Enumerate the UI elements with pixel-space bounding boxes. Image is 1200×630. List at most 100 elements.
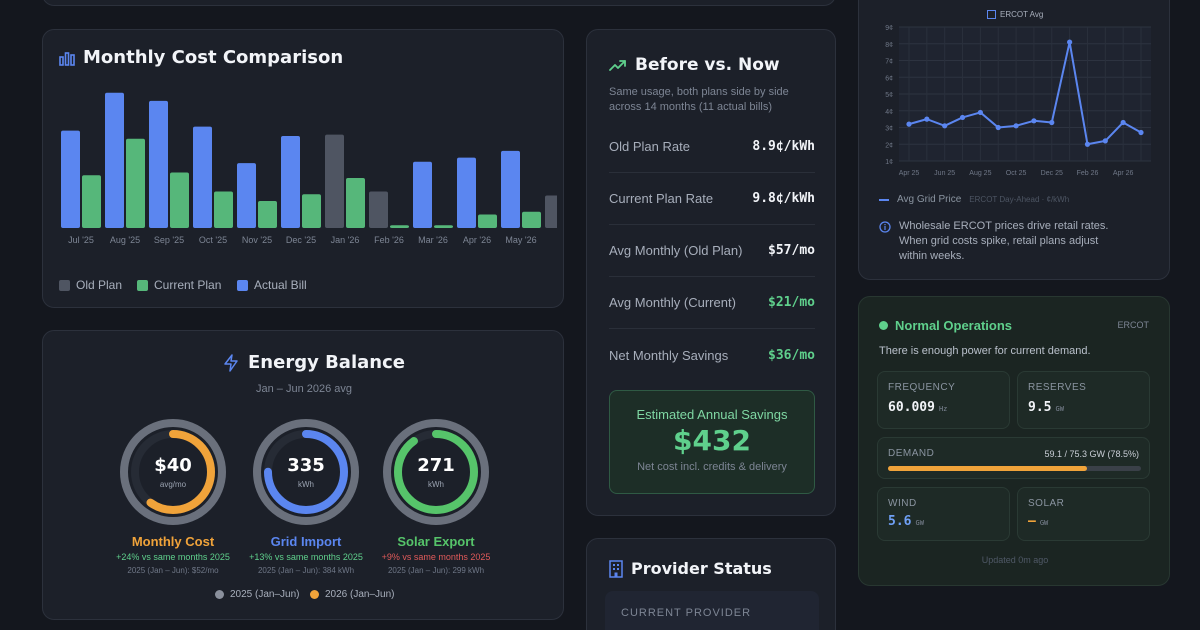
ercot-legend-bottom: Avg Grid Price ERCOT Day-Ahead · ¢/kWh: [879, 194, 1069, 205]
bar-actual-bill: [281, 136, 300, 228]
current-provider-box: CURRENT PROVIDER: [605, 591, 819, 630]
provider-status-card: Provider Status CURRENT PROVIDER: [586, 538, 836, 630]
y-tick-label: 8¢: [885, 42, 893, 49]
bar-actual-bill: [149, 100, 168, 228]
frequency-unit: Hz: [938, 405, 948, 413]
frequency-value-row: 60.009 Hz: [888, 400, 947, 415]
ring-2026-arc: [131, 430, 215, 514]
reserves-value-row: 9.5 GW: [1028, 400, 1064, 415]
status-dot: [879, 321, 888, 330]
legend-note: ERCOT Day-Ahead · ¢/kWh: [969, 195, 1070, 204]
before-now-subtitle-2: across 14 months (11 actual bills): [609, 101, 773, 113]
bn-row-net-savings: Net Monthly Savings $36/mo: [609, 329, 815, 381]
demand-bar-fill: [888, 466, 1087, 471]
solar-label: SOLAR: [1028, 498, 1065, 509]
top-card-partial: [42, 0, 836, 6]
x-tick-label: Apr 26: [1113, 170, 1134, 177]
legend-label: Actual Bill: [254, 278, 307, 292]
ring-metric: $40 avg/mo Monthly Cost +24% vs same months…: [113, 417, 233, 587]
bar-current-plan: [390, 225, 409, 228]
bar-actual-bill: [413, 161, 432, 228]
wind-box: WIND 5.6 GW: [877, 487, 1010, 541]
x-tick-label: May '26: [505, 235, 536, 245]
energy-balance-card: Energy Balance Jan – Jun 2026 avg $40 avg…: [42, 330, 564, 620]
reserves-value: 9.5: [1028, 400, 1052, 415]
data-point: [995, 124, 1001, 131]
bar-actual-bill: [457, 157, 476, 228]
x-tick-label: Apr '26: [463, 235, 491, 245]
grid-status-source: ERCOT: [1117, 320, 1150, 330]
data-point: [1102, 138, 1108, 144]
bn-label: Avg Monthly (Old Plan): [609, 243, 743, 258]
x-tick-label: Dec '25: [286, 235, 316, 245]
monthly-cost-card: Monthly Cost Comparison Jul '25 Aug '25 Se…: [42, 29, 564, 308]
bn-value: 9.8¢/kWh: [752, 191, 815, 206]
data-point: [1067, 39, 1073, 45]
y-tick-label: 9¢: [885, 25, 893, 32]
solar-value-row: — GW: [1028, 514, 1048, 529]
y-tick-label: 6¢: [885, 75, 893, 82]
wind-value-row: 5.6 GW: [888, 514, 924, 529]
bar-old-plan: [369, 191, 388, 228]
bar-current-plan: [434, 225, 453, 228]
bar-actual-bill: [105, 92, 124, 228]
bn-row-avg-current: Avg Monthly (Current) $21/mo: [609, 277, 815, 329]
legend-label: 2026 (Jan–Jun): [325, 589, 395, 600]
legend-label: 2025 (Jan–Jun): [230, 589, 300, 600]
bn-label: Current Plan Rate: [609, 191, 714, 206]
ercot-price-chart: 1¢ 2¢ 3¢ 4¢ 5¢ 6¢ 7¢ 8¢ 9¢ Apr 25 Jun 25 Aug 25 Oct …: [885, 25, 1151, 177]
x-tick-label: Sep '25: [154, 235, 184, 245]
bar-actual-bill: [61, 130, 80, 228]
ring-name: Solar Export: [397, 534, 475, 549]
legend-swatch: [237, 279, 248, 291]
bar-actual-bill: [501, 150, 520, 228]
x-tick-label: Mar '26: [418, 235, 448, 245]
bar-old-plan: [325, 134, 344, 228]
updated-text: Updated 0m ago: [981, 555, 1049, 565]
legend-label: ERCOT Avg: [1000, 10, 1044, 19]
ercot-legend-top: ERCOT Avg: [987, 10, 1043, 19]
ring-unit: kWh: [428, 480, 444, 489]
x-tick-label: Jun 25: [934, 170, 955, 177]
energy-balance-subtitle: Jan – Jun 2026 avg: [255, 383, 353, 395]
wind-unit: GW: [915, 519, 924, 527]
reserves-box: RESERVES 9.5 GW: [1017, 371, 1150, 429]
ring-delta: +24% vs same months 2025: [116, 552, 230, 562]
ring-delta: +9% vs same months 2025: [381, 552, 491, 562]
y-tick-label: 2¢: [885, 142, 893, 149]
ring-value: $40: [154, 455, 192, 476]
x-tick-label: Jan '26: [331, 235, 360, 245]
bar-current-plan: [302, 194, 321, 228]
bar-current-plan: [214, 191, 233, 228]
x-tick-label: Oct 25: [1006, 170, 1027, 177]
ring-delta: +13% vs same months 2025: [249, 552, 363, 562]
bn-value: 8.9¢/kWh: [752, 139, 815, 154]
data-point: [959, 114, 966, 121]
legend-swatch: [137, 279, 148, 291]
bar-current-plan: [258, 200, 277, 228]
legend-2025: 2025 (Jan–Jun): [215, 589, 300, 600]
data-point: [1031, 118, 1037, 124]
data-point: [924, 116, 930, 122]
data-point: [1120, 119, 1126, 126]
x-tick-label: Feb '26: [374, 235, 404, 245]
ring-metric: 271 kWh Solar Export +9% vs same months 202…: [376, 417, 496, 587]
demand-bar-track: [888, 466, 1141, 471]
data-point: [977, 109, 983, 116]
ercot-info-line-2: When grid costs spike, retail plans adju…: [899, 235, 1099, 247]
legend-current-plan: Current Plan: [137, 278, 221, 292]
ring-name: Grid Import: [270, 534, 342, 549]
legend-dot: [215, 590, 224, 599]
grid-status-description: There is enough power for current demand…: [879, 345, 1091, 357]
x-tick-label: Jul '25: [68, 235, 94, 245]
bar-current-plan: [346, 177, 365, 228]
demand-value: 59.1 / 75.3 GW (78.5%): [1044, 449, 1139, 459]
ring-2026-arc: [264, 430, 348, 514]
reserves-unit: GW: [1055, 405, 1064, 413]
solar-value: —: [1028, 514, 1036, 529]
ring-chart: [253, 419, 359, 525]
ring-2026-arc: [394, 430, 478, 514]
x-tick-label: Oct '25: [199, 235, 227, 245]
bar-current-plan: [170, 172, 189, 228]
legend-label: Current Plan: [154, 278, 222, 292]
